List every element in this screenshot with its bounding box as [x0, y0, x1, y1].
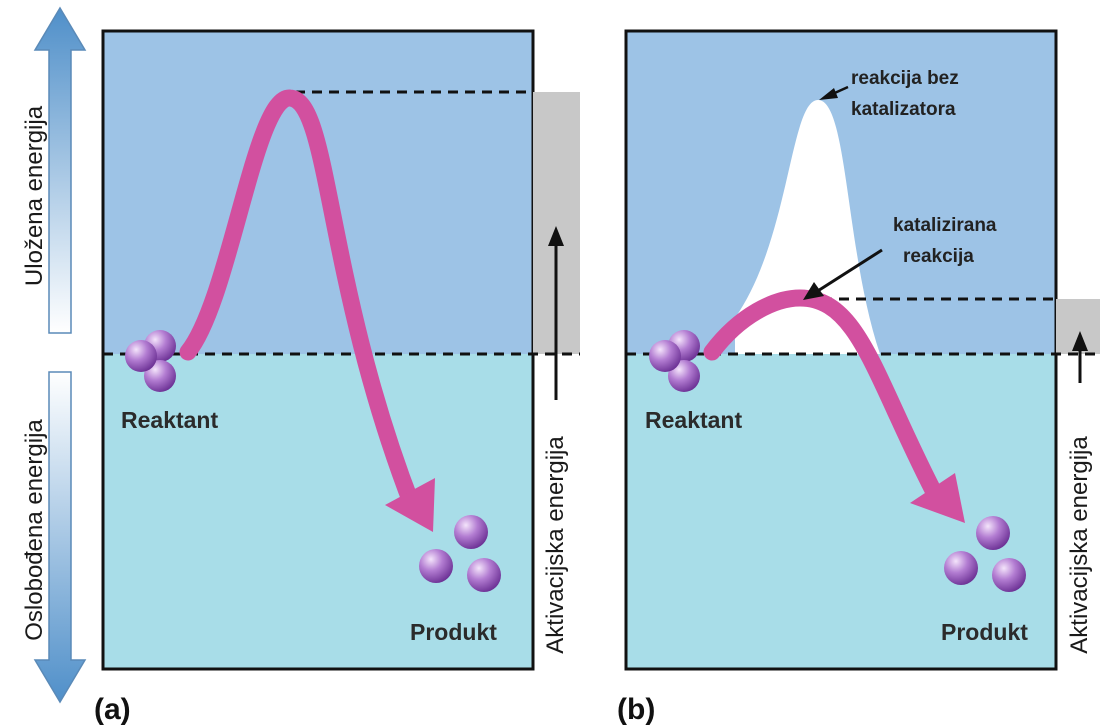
- product-label-b: Produkt: [941, 619, 1028, 645]
- reaction-arrowhead-b: [910, 473, 965, 523]
- energy-out-label: Oslobođena energija: [21, 419, 48, 641]
- reaction-path-b: [703, 289, 947, 509]
- catalyzed-pointer-b: [812, 248, 883, 296]
- uncatalyzed-peak-b: [735, 100, 880, 354]
- panel-a: Reaktant Produkt Aktivacijska energija (…: [94, 29, 580, 725]
- energy-in-label: Uložena energija: [21, 105, 48, 286]
- uncatalyzed-pointer-head-b: [819, 88, 838, 100]
- uncatalyzed-label-line2: katalizatora: [851, 99, 956, 120]
- panel-b-lower-region: [626, 354, 1056, 669]
- energy-out-arrow: [33, 371, 87, 704]
- reactant-label-a: Reaktant: [121, 407, 218, 433]
- activation-arrowhead-b: [1072, 331, 1088, 351]
- activation-arrowhead-a: [548, 226, 564, 246]
- energy-in-arrow: [33, 6, 87, 334]
- panel-tag-b: (b): [617, 693, 655, 725]
- catalyzed-label-line1: katalizirana: [893, 215, 997, 236]
- product-molecules-b: [944, 516, 1026, 592]
- reactant-molecule-b: [649, 330, 700, 392]
- catalyzed-label-line2: reakcija: [903, 246, 974, 267]
- product-molecules-a: [419, 515, 501, 592]
- panel-a-upper-region: [103, 31, 533, 354]
- uncatalyzed-label-line1: reakcija bez: [851, 68, 959, 89]
- panel-b: reakcija bez katalizatora katalizirana r…: [617, 29, 1100, 725]
- activation-label-b: Aktivacijska energija: [1066, 436, 1093, 654]
- reactant-label-b: Reaktant: [645, 407, 742, 433]
- reaction-arrowhead-a: [385, 478, 435, 532]
- product-label-a: Produkt: [410, 619, 497, 645]
- reactant-molecule-a: [125, 330, 176, 392]
- panel-a-lower-region: [103, 354, 533, 669]
- reaction-path-a: [179, 89, 421, 514]
- panel-tag-a: (a): [94, 693, 131, 725]
- catalyzed-pointer-head-b: [803, 282, 824, 300]
- activation-label-a: Aktivacijska energija: [542, 436, 569, 654]
